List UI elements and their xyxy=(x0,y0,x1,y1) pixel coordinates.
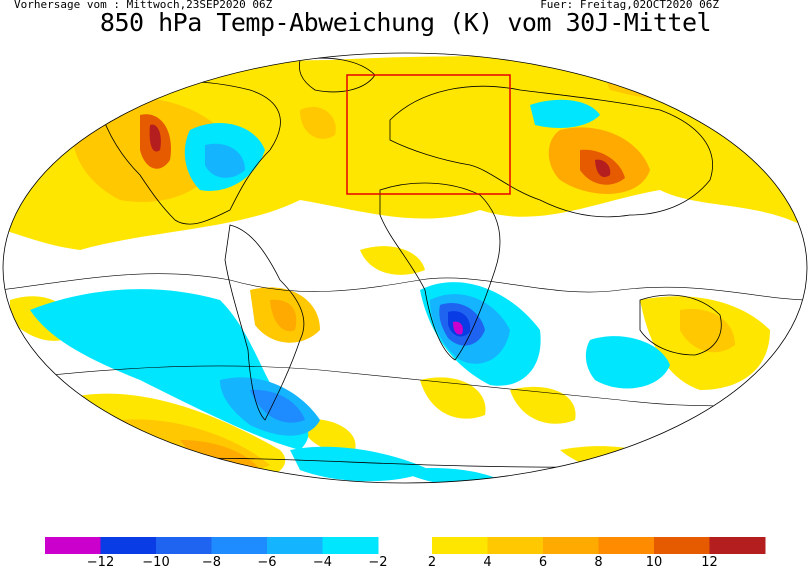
color-legend xyxy=(45,537,766,554)
anomaly-map xyxy=(2,52,808,484)
legend-tick-label: 2 xyxy=(427,555,437,570)
legend-tick-label: −6 xyxy=(257,555,277,570)
legend-tick-label: 4 xyxy=(483,555,492,570)
legend-swatch-positive-0 xyxy=(432,537,488,554)
legend-swatch-positive-1 xyxy=(487,537,544,554)
legend-tick-label: 10 xyxy=(645,555,663,570)
legend-swatch-positive-2 xyxy=(543,537,599,554)
legend-tick-label: −12 xyxy=(86,555,115,570)
legend-tick-label: −4 xyxy=(312,555,333,570)
contour-lines xyxy=(3,273,807,407)
legend-swatch-negative-5 xyxy=(322,537,379,554)
legend-tick-label: −10 xyxy=(142,555,170,570)
legend-tick-label: −2 xyxy=(368,555,388,570)
legend-swatch-positive-5 xyxy=(709,537,766,554)
legend-swatch-negative-1 xyxy=(100,537,157,554)
legend-tick-label: 6 xyxy=(538,555,548,570)
warm-anomaly-regions xyxy=(3,56,807,483)
legend-tick-label: 8 xyxy=(594,555,603,570)
forecast-init-time: Vorhersage vom : Mittwoch,23SEP2020 06Z xyxy=(14,0,273,11)
legend-swatch-negative-2 xyxy=(156,537,212,554)
legend-swatch-negative-0 xyxy=(45,537,101,554)
legend-swatch-negative-4 xyxy=(267,537,323,554)
legend-tick-label: 12 xyxy=(701,555,718,570)
map-title: 850 hPa Temp-Abweichung (K) vom 30J-Mitt… xyxy=(99,8,712,37)
legend-tick-label: −8 xyxy=(201,555,222,570)
map-frame xyxy=(2,52,808,484)
legend-swatch-positive-3 xyxy=(598,537,655,554)
legend-swatch-positive-4 xyxy=(654,537,710,554)
legend-swatch-negative-3 xyxy=(211,537,268,554)
highlight-region-box xyxy=(346,74,511,195)
forecast-valid-time: Fuer: Freitag,02OCT2020 06Z xyxy=(540,0,719,11)
